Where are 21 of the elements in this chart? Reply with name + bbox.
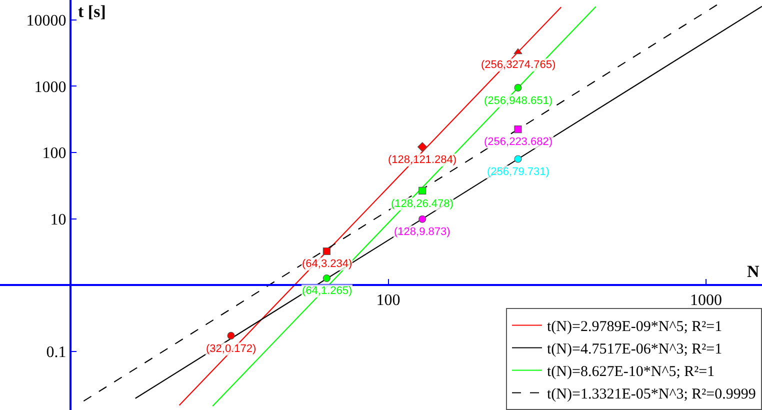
legend-label: t(N)=8.627E-10*N^5; R²=1 (547, 364, 715, 380)
annotation: (256,223.682) (484, 136, 552, 148)
legend-label: t(N)=1.3321E-05*N^3; R²=0.9999 (547, 386, 756, 403)
annotation: (64,3.234) (302, 258, 352, 270)
x-axis-title: N (747, 262, 760, 281)
annotation: (256,3274.765) (481, 59, 556, 71)
annotation: (128,9.873) (394, 226, 450, 238)
annotation: (128,121.284) (388, 154, 456, 166)
legend-label: t(N)=2.9789E-09*N^5; R²=1 (547, 319, 722, 336)
annotation: (128,26.478) (391, 198, 454, 210)
y-tick-label: 10000 (26, 12, 66, 30)
y-tick-label: 100 (42, 145, 66, 162)
annotation: (32,0.172) (206, 343, 256, 355)
y-tick-label: 10 (50, 211, 66, 228)
y-tick-label: 1000 (34, 78, 66, 96)
y-tick-label: 0.1 (46, 344, 66, 361)
annotation: (256,79.731) (487, 166, 550, 178)
y-axis-title: t [s] (78, 2, 106, 21)
annotation: (256,948.651) (484, 95, 552, 107)
annotation: (64,1.265) (302, 285, 352, 297)
legend-label: t(N)=4.7517E-06*N^3; R²=1 (547, 342, 722, 358)
